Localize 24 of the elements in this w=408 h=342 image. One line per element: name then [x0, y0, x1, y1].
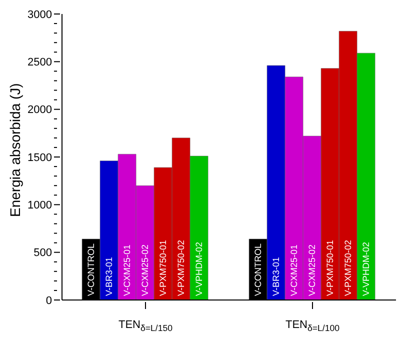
series-label: V-CONTROL — [86, 243, 96, 296]
series-label: V-PXM750-01 — [158, 240, 168, 296]
text: V-PXM750-01 — [325, 240, 336, 296]
text: V-PXM750-02 — [343, 240, 354, 296]
text: V-CONTROL — [253, 243, 264, 296]
y-tick-label: 2000 — [28, 104, 52, 116]
text: V-BR3-01 — [271, 256, 282, 296]
y-tick-label: 1500 — [28, 152, 52, 164]
series-label: V-CXM25-02 — [140, 244, 150, 296]
text: V-CXM25-02 — [307, 244, 318, 296]
series-label: V-VPHDM-02 — [194, 242, 204, 296]
y-tick-label: 1000 — [28, 200, 52, 212]
y-tick-label: 0 — [46, 294, 52, 307]
series-label: V-PXM750-02 — [176, 240, 186, 296]
series-label: V-BR3-01 — [104, 256, 114, 296]
x-tick-label: TEN$_{δ=L/100}$ — [285, 319, 340, 333]
y-axis-title: Energia absorbida (J) — [6, 83, 23, 217]
text: V-CXM25-01 — [289, 244, 300, 296]
text: V-VPHDM-02 — [361, 242, 372, 296]
y-tick-label: 500 — [34, 247, 52, 260]
series-label: V-CXM25-01 — [122, 244, 132, 296]
y-tick-label: 3000 — [28, 8, 52, 21]
y-tick-label: 2500 — [28, 56, 52, 69]
x-tick-label: TEN$_{δ=L/150}$ — [118, 319, 173, 333]
